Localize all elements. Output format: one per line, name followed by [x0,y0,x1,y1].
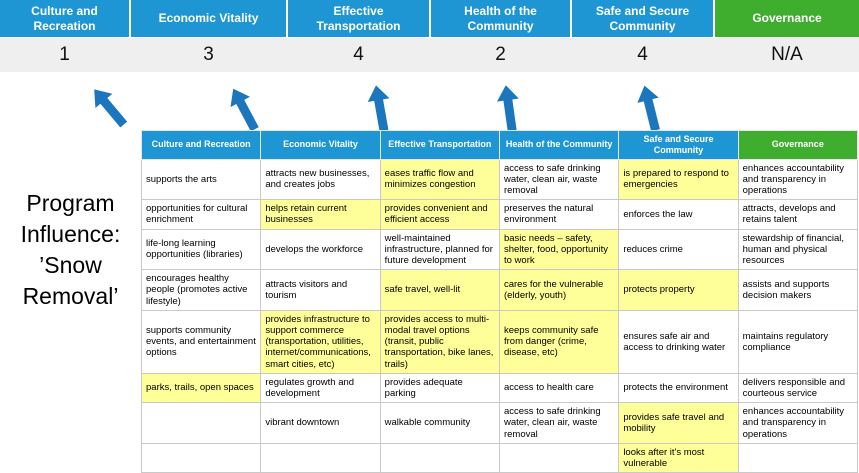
matrix-cell: enhances accountability and transparency… [737,402,859,444]
up-arrow-icon [367,85,390,132]
matrix-row: looks after it's most vulnerable [140,442,859,473]
matrix-cell-highlighted: cares for the vulnerable (elderly, youth… [498,269,620,311]
matrix-cell: opportunities for cultural enrichment [140,199,262,230]
matrix-cell-highlighted: safe travel, well-lit [379,269,500,311]
matrix-cell [498,442,620,473]
matrix-row: vibrant downtown walkable community access… [140,402,859,444]
matrix-cell: attracts new businesses, and creates job… [260,158,381,201]
pillar-banner: Culture and Recreation Economic Vitality E… [0,0,859,37]
matrix-cell [140,442,262,473]
matrix-column-header: Health of the Community [498,130,620,160]
matrix-cell: life-long learning opportunities (librar… [140,228,262,271]
matrix-cell: enhances accountability and transparency… [737,158,859,201]
matrix-row: supports community events, and entertain… [140,309,859,374]
matrix-column-header: Safe and Secure Community [618,130,739,160]
matrix-column-header: Economic Vitality [260,130,381,160]
pillar-header: Economic Vitality [131,0,286,37]
matrix-cell: vibrant downtown [260,402,381,444]
pillar-header: Culture and Recreation [0,0,129,37]
matrix-header-row: Culture and Recreation Economic Vitality E… [140,130,859,160]
pillar-header: Effective Transportation [288,0,429,37]
matrix-row: life-long learning opportunities (librar… [140,228,859,271]
pillar-score: 4 [353,44,364,65]
matrix-cell: supports the arts [140,158,262,201]
matrix-column-header: Culture and Recreation [140,130,262,160]
score-band: 1 3 4 2 4 N/A [0,38,859,72]
matrix-cell-highlighted: eases traffic flow and minimizes congest… [379,158,500,201]
matrix-cell-highlighted: provides infrastructure to support comme… [260,309,381,374]
matrix-row: opportunities for cultural enrichment hel… [140,199,859,230]
matrix-cell: maintains regulatory compliance [737,309,859,374]
up-arrow-icon [94,89,128,128]
program-influence-title: Program Influence: ’Snow Removal’ [20,190,121,310]
matrix-cell [260,442,381,473]
up-arrow-icon [230,88,259,132]
up-arrow-icon [496,85,519,132]
pillar-header: Safe and Secure Community [572,0,713,37]
pillar-header: Health of the Community [431,0,570,37]
matrix-column-header: Effective Transportation [379,130,500,160]
matrix-cell: ensures safe air and access to drinking … [618,309,739,374]
matrix-cell: attracts, develops and retains talent [737,199,859,230]
matrix-cell-highlighted: is prepared to respond to emergencies [618,158,739,201]
matrix-cell-highlighted: protects property [618,269,739,311]
matrix-cell: provides adequate parking [379,372,500,404]
matrix-cell [737,442,859,473]
influence-matrix: Culture and Recreation Economic Vitality E… [140,130,859,473]
matrix-column-header: Governance [737,130,859,160]
matrix-row: supports the arts attracts new businesses… [140,158,859,201]
pillar-score: 2 [495,44,506,65]
matrix-cell: well-maintained infrastructure, planned … [379,228,500,271]
pillar-header: Governance [715,0,859,37]
matrix-cell: preserves the natural environment [498,199,620,230]
matrix-cell-highlighted: provides convenient and efficient access [379,199,500,230]
matrix-cell [379,442,500,473]
matrix-cell: access to health care [498,372,620,404]
matrix-body: supports the arts attracts new businesses… [140,158,859,473]
matrix-cell-highlighted: basic needs – safety, shelter, food, opp… [498,228,620,271]
matrix-cell-highlighted: keeps community safe from danger (crime,… [498,309,620,374]
matrix-cell: enforces the law [618,199,739,230]
matrix-cell-highlighted: parks, trails, open spaces [140,372,262,404]
matrix-cell: protects the environment [618,372,739,404]
matrix-cell: delivers responsible and courteous servi… [737,372,859,404]
matrix-row: parks, trails, open spaces regulates grow… [140,372,859,404]
matrix-cell: access to safe drinking water, clean air… [498,158,620,201]
pillar-score: 4 [637,44,648,65]
matrix-cell: access to safe drinking water, clean air… [498,402,620,444]
pillar-score: 1 [59,44,70,65]
matrix-cell-highlighted: provides safe travel and mobility [618,402,739,444]
matrix-cell: attracts visitors and tourism [260,269,381,311]
matrix-cell: reduces crime [618,228,739,271]
matrix-row: encourages healthy people (promotes acti… [140,269,859,311]
matrix-cell: regulates growth and development [260,372,381,404]
matrix-cell [140,402,262,444]
matrix-cell-highlighted: provides access to multi-modal travel op… [379,309,500,374]
matrix-cell: develops the workforce [260,228,381,271]
pillar-score: N/A [771,44,803,65]
matrix-cell: stewardship of financial, human and phys… [737,228,859,271]
matrix-cell: walkable community [379,402,500,444]
matrix-cell: encourages healthy people (promotes acti… [140,269,262,311]
matrix-cell-highlighted: helps retain current businesses [260,199,381,230]
pillar-score: 3 [203,44,214,65]
matrix-cell: supports community events, and entertain… [140,309,262,374]
up-arrow-icon [637,85,660,132]
matrix-cell: assists and supports decision makers [737,269,859,311]
matrix-cell-highlighted: looks after it's most vulnerable [618,442,739,473]
